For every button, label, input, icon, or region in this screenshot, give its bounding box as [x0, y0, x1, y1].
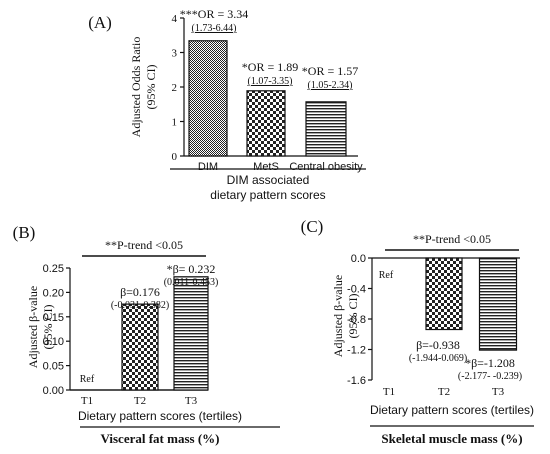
- a-xlabel: DIM associated: [227, 173, 310, 187]
- panel-label-c: (C): [301, 217, 324, 236]
- c-ytick-label: -0.4: [347, 284, 366, 296]
- a-xlabel-2: dietary pattern scores: [210, 188, 325, 202]
- b-bar: [121, 303, 159, 391]
- a-annotation: *OR = 1.57: [302, 64, 358, 78]
- c-bar: [425, 257, 463, 331]
- a-ytick-label: 0: [172, 151, 178, 163]
- b-trend-label: **P-trend <0.05: [105, 238, 183, 252]
- c-xtick-label: T1: [383, 386, 395, 398]
- c-annotation: *β=-1.208: [465, 356, 515, 370]
- b-bar: [173, 276, 209, 391]
- a-annotation: ***OR = 3.34: [180, 7, 248, 21]
- a-annotation-ci: (1.73-6.44): [192, 23, 237, 34]
- b-annotation: Ref: [80, 374, 95, 385]
- b-ytick-label: 0.25: [43, 263, 64, 275]
- c-annotation: β=-0.938: [416, 338, 460, 352]
- panel-label-a: (A): [88, 13, 112, 32]
- a-bar: [246, 90, 286, 157]
- a-ytick-label: 1: [172, 117, 178, 129]
- a-bar: [188, 40, 228, 157]
- c-ytick-label: 0.0: [351, 253, 366, 265]
- b-annotation: *β= 0.232: [167, 262, 216, 276]
- c-xtick-label: T2: [438, 386, 450, 398]
- c-xlabel: Dietary pattern scores (tertiles): [370, 403, 534, 417]
- c-trend-label: **P-trend <0.05: [413, 232, 491, 246]
- a-ylabel: Adjusted Odds Ratio: [129, 37, 143, 138]
- c-footer: Skeletal muscle mass (%): [381, 431, 522, 446]
- a-annotation-ci: (1.07-3.35): [248, 76, 293, 87]
- c-ylabel: Adjusted β-value: [331, 275, 345, 357]
- b-xtick-label: T1: [81, 395, 93, 407]
- b-ytick-label: 0.05: [43, 361, 64, 373]
- c-xtick-label: T3: [492, 386, 505, 398]
- b-xtick-label: T3: [185, 395, 198, 407]
- a-xtick-label: MetS: [253, 161, 279, 173]
- a-ylabel-2: (95% CI): [144, 65, 158, 110]
- a-ytick-label: 2: [172, 82, 178, 94]
- b-annotation-ci: (-0.031-0.382): [111, 300, 169, 311]
- a-annotation-ci: (1.05-2.34): [308, 80, 353, 91]
- b-ytick-label: 0.10: [43, 336, 64, 348]
- b-xtick-label: T2: [134, 395, 146, 407]
- a-xtick-label: Central obesity: [289, 161, 363, 173]
- c-ylabel-2: (95% CI): [346, 294, 360, 339]
- a-ytick-label: 4: [172, 13, 178, 25]
- b-ytick-label: 0.15: [43, 312, 64, 324]
- a-ytick-label: 3: [172, 48, 178, 60]
- panel-label-b: (B): [13, 223, 36, 242]
- c-annotation-ci: (-1.944-0.069): [409, 353, 467, 364]
- c-annotation: Ref: [379, 270, 394, 281]
- a-annotation: *OR = 1.89: [242, 60, 298, 74]
- b-ytick-label: 0.00: [43, 385, 64, 397]
- c-ytick-label: -1.6: [347, 375, 366, 387]
- c-ytick-label: -0.8: [347, 314, 366, 326]
- b-ylabel: Adjusted β-value: [26, 286, 40, 368]
- b-footer: Visceral fat mass (%): [100, 431, 219, 446]
- c-annotation-ci: (-2.177- -0.239): [458, 371, 522, 382]
- c-bar: [478, 257, 518, 351]
- c-ytick-label: -1.2: [347, 345, 366, 357]
- b-annotation-ci: (0.011-0.453): [164, 277, 219, 288]
- b-xlabel: Dietary pattern scores (tertiles): [78, 409, 242, 423]
- b-ytick-label: 0.20: [43, 287, 64, 299]
- b-annotation: β=0.176: [120, 285, 160, 299]
- b-ylabel-2: (95% CI): [41, 305, 55, 350]
- a-bar: [305, 101, 347, 157]
- a-xtick-label: DIM: [198, 161, 218, 173]
